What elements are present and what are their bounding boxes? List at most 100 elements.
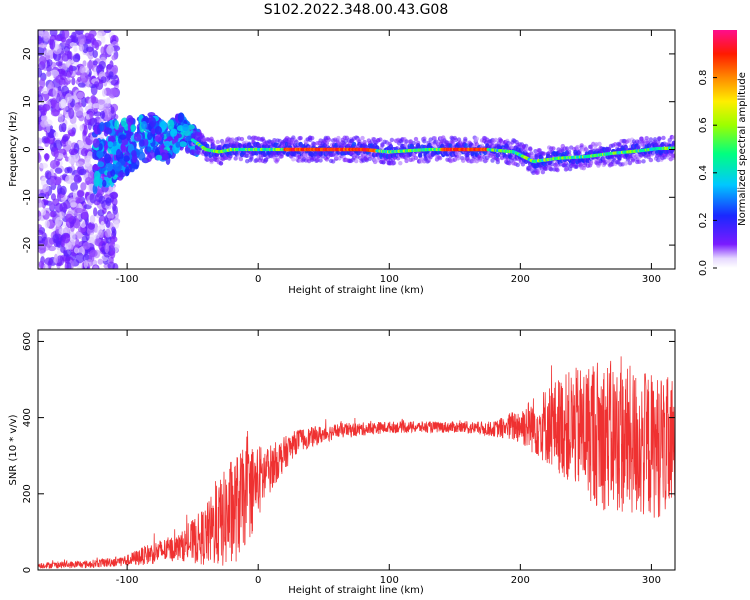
spectrogram-cell [498, 138, 504, 143]
spectrogram-cell [53, 131, 59, 138]
spectrogram-cell [90, 96, 99, 105]
spectrogram-cell [44, 257, 54, 266]
spectrogram-cell [238, 156, 244, 162]
spectrogram-cell [43, 263, 49, 269]
spectrogram-cell [125, 131, 132, 141]
spectrogram-cell [672, 146, 675, 150]
spectrogram-cell [411, 140, 417, 146]
spectrogram-cell [175, 141, 181, 148]
spectrogram-cell [77, 82, 86, 88]
spectrogram-cell [39, 162, 48, 169]
spectrogram-cell [101, 88, 107, 97]
spectrogram-xtick-label: -100 [116, 274, 139, 285]
spectrogram-cell [53, 147, 59, 159]
spectrogram-cell [38, 235, 43, 246]
spectrogram-cell [92, 103, 101, 109]
spectrogram-cell [65, 140, 72, 147]
spectrogram-cell [125, 166, 130, 176]
spectrogram-cell [108, 256, 114, 264]
snr-x-axis-label: Height of straight line (km) [288, 585, 424, 596]
snr-series-line [38, 356, 675, 569]
spectrogram-cell [40, 119, 49, 128]
spectrogram-cell [40, 114, 48, 122]
spectrogram-cell [187, 124, 195, 130]
spectrogram-cell [97, 258, 104, 265]
spectrogram-cell [100, 76, 107, 84]
spectrogram-cell [117, 172, 126, 178]
spectrogram-cell [57, 184, 62, 195]
spectrogram-cell [42, 184, 50, 193]
spectrogram-cell [89, 249, 98, 258]
spectrogram-cell [574, 163, 579, 169]
spectrogram-xtick-label: 300 [642, 274, 661, 285]
spectrogram-cell [75, 252, 85, 264]
spectrogram-cell [126, 114, 134, 126]
spectrogram-cell [493, 137, 498, 143]
spectrogram-cell [115, 161, 122, 172]
spectrogram-cell [89, 193, 97, 204]
spectrogram-cell [73, 103, 80, 112]
spectrogram-cell [138, 148, 144, 154]
spectrogram-cell [89, 232, 95, 243]
spectrogram-cell [103, 30, 112, 34]
spectrogram-cell [52, 86, 58, 98]
spectrogram-cell [315, 158, 320, 163]
spectrogram-cell [111, 197, 118, 206]
spectrogram-cell [98, 143, 103, 151]
spectrogram-cell [89, 112, 94, 119]
spectrogram-cell [218, 161, 224, 166]
spectrogram-cell [44, 219, 50, 229]
spectrogram-cell [110, 79, 119, 86]
spectrogram-cell [82, 60, 87, 67]
spectrogram-cell [72, 54, 81, 63]
spectrogram-cell [79, 66, 86, 74]
spectrogram-cell [495, 157, 500, 162]
spectrogram-cell [75, 30, 84, 35]
spectrogram-cell [60, 245, 66, 254]
spectrogram-cell [474, 136, 480, 141]
spectrogram-cell [215, 139, 221, 145]
spectrogram-cell [50, 69, 60, 77]
snr-axes: -100 0 100 200 300 0 200 400 600 [22, 329, 676, 586]
spectrogram-cell [80, 220, 87, 228]
spectrogram-cell [671, 153, 675, 158]
spectrogram-cell [111, 54, 117, 61]
spectrogram-cell [93, 265, 98, 269]
spectrogram-cell [105, 197, 112, 206]
spectrogram-panel: Height of straight line (km) Frequency (… [8, 29, 676, 296]
snr-panel: Height of straight line (km) SNR (10 * v… [8, 329, 676, 596]
spectrogram-cell [555, 167, 560, 173]
spectrogram-cell [360, 135, 365, 141]
spectrogram-cell [422, 139, 427, 144]
spectrogram-cell [162, 153, 169, 161]
spectrogram-cell [68, 64, 74, 75]
spectrogram-cell [49, 211, 56, 218]
spectrogram-cell [51, 97, 57, 109]
spectrogram-cell [83, 259, 89, 269]
snr-xtick-label: 100 [380, 575, 399, 586]
spectrogram-cell [155, 154, 163, 161]
spectrogram-cell [44, 237, 53, 248]
spectrogram-cell [73, 174, 82, 184]
spectrogram-cell [71, 77, 76, 86]
spectrogram-cell [93, 176, 100, 187]
spectrogram-ytick-label: 0 [22, 146, 33, 152]
spectrogram-cell [70, 201, 77, 208]
spectrogram-cell [46, 59, 53, 67]
spectrogram-ytick-label: -20 [22, 237, 33, 253]
spectrogram-cell [577, 151, 582, 156]
spectrogram-cell [490, 158, 495, 163]
spectrogram-cell [551, 146, 556, 151]
spectrogram-cell [94, 81, 100, 88]
spectrogram-cell [38, 55, 47, 65]
spectrogram-cell [630, 157, 636, 162]
spectrogram-cell [103, 112, 112, 121]
spectrogram-cell [67, 129, 75, 137]
spectrogram-cell [623, 161, 628, 166]
spectrogram-cell [398, 160, 403, 166]
spectrogram-cell [38, 229, 44, 236]
spectrogram-cell [84, 157, 91, 167]
spectrogram-cell [543, 166, 549, 172]
snr-y-axis-label: SNR (10 * v/v) [8, 414, 19, 485]
